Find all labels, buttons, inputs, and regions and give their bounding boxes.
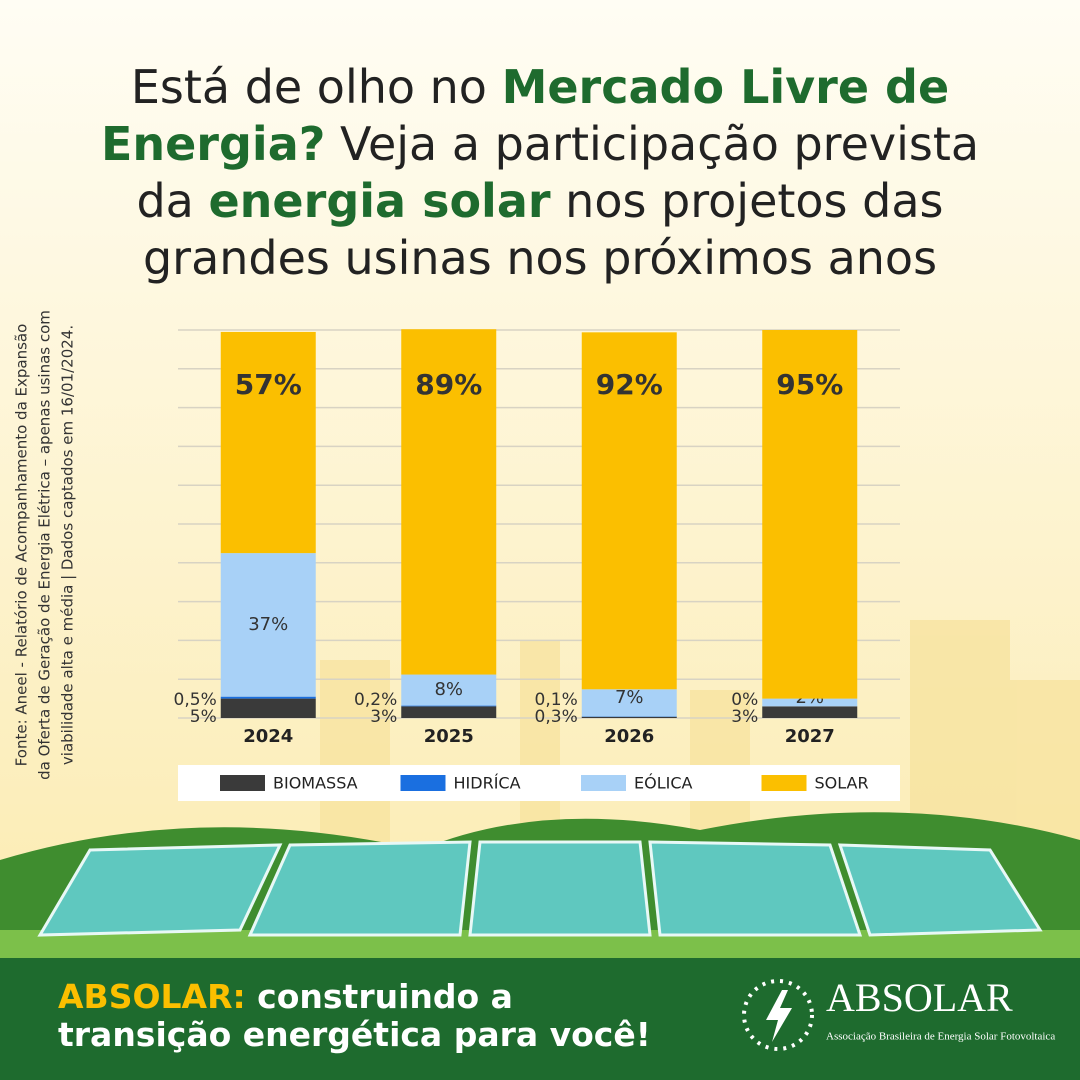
legend-label: HIDRÍCA (454, 774, 521, 793)
value-label: 0,1% (535, 690, 578, 710)
legend-swatch (761, 775, 807, 791)
title-segment: grandes usinas nos próximos anos (143, 231, 937, 285)
value-label: 3% (731, 707, 758, 727)
title-line: da energia solar nos projetos das (136, 174, 943, 228)
bar-segment (581, 716, 677, 718)
bar-segment (762, 698, 858, 707)
title-segment: energia solar (208, 174, 550, 228)
title-segment: nos projetos das (551, 174, 944, 228)
legend-swatch (400, 775, 446, 791)
title-segment: Energia? (101, 117, 325, 171)
value-label: 37% (248, 614, 288, 635)
legend-swatch (581, 775, 626, 791)
value-label: 0% (731, 690, 758, 710)
footer-line: ABSOLAR: construindo a (58, 977, 513, 1016)
title-line: Energia? Veja a participação prevista (101, 117, 979, 171)
bar-segment (401, 674, 497, 706)
bar-segment (762, 330, 858, 699)
title-segment: Está de olho no (131, 60, 502, 114)
value-label: 95% (776, 368, 843, 401)
value-label: 89% (415, 368, 482, 401)
bar-segment (401, 329, 497, 675)
logo-subtitle: Associação Brasileira de Energia Solar F… (826, 1031, 1055, 1043)
bar-segment (220, 331, 316, 554)
footer-band (0, 958, 1080, 1080)
source-note: viabilidade alta e média | Dados captado… (59, 325, 77, 765)
source-note: da Oferta de Geração de Energia Elétrica… (36, 310, 54, 780)
legend-swatch (220, 775, 265, 791)
legend-label: SOLAR (815, 774, 869, 793)
source-note: Fonte: Aneel - Relatório de Acompanhamen… (13, 324, 31, 767)
bar-segment (401, 705, 497, 707)
bar-segment (581, 332, 677, 690)
solar-panels (37, 840, 1043, 937)
value-label: 92% (596, 368, 663, 401)
bar-segment (220, 696, 316, 699)
value-label: 0,2% (354, 690, 397, 710)
value-label: 7% (615, 687, 644, 708)
x-tick-label: 2027 (785, 726, 835, 747)
logo-icon (742, 979, 814, 1051)
x-tick-label: 2024 (243, 726, 293, 747)
title-line: grandes usinas nos próximos anos (143, 231, 937, 285)
x-tick-label: 2025 (424, 726, 474, 747)
legend-label: EÓLICA (634, 774, 693, 793)
legend-label: BIOMASSA (273, 774, 358, 793)
title-line: Está de olho no Mercado Livre de (131, 60, 949, 114)
value-label: 5% (190, 707, 217, 727)
value-label: 3% (370, 707, 397, 727)
value-label: 0,5% (174, 690, 217, 710)
logo-name: ABSOLAR (826, 975, 1013, 1020)
value-label: 0,3% (535, 707, 578, 727)
title-segment: Veja a participação prevista (325, 117, 979, 171)
value-label: 57% (235, 368, 302, 401)
title-segment: Mercado Livre de (502, 60, 950, 114)
footer-line: transição energética para você! (58, 1015, 651, 1054)
footer-segment: ABSOLAR: (58, 977, 246, 1016)
footer-segment: transição energética para você! (58, 1015, 651, 1054)
bar-segment (401, 706, 497, 718)
bar-segment (220, 553, 316, 697)
value-label: 8% (434, 679, 463, 700)
title-segment: da (136, 174, 208, 228)
bar-segment (762, 706, 858, 718)
footer-segment: construindo a (246, 977, 513, 1016)
bar-segment (220, 698, 316, 718)
bar-segment (581, 689, 677, 717)
x-tick-label: 2026 (604, 726, 654, 747)
